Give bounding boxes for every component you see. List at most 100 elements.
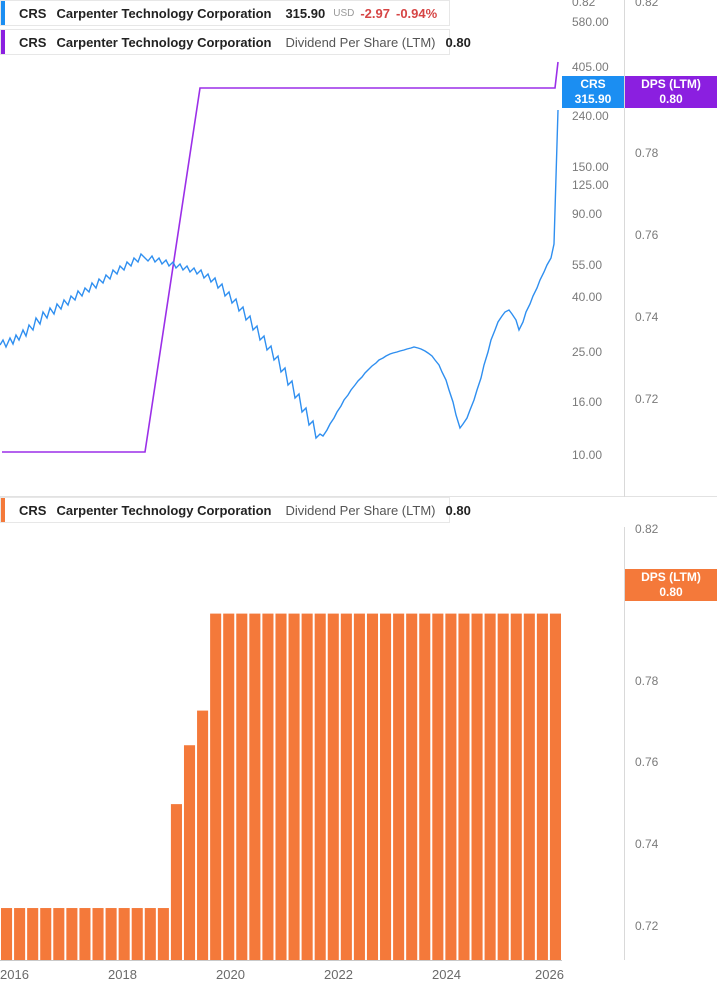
left-axis-tick: 40.00 bbox=[572, 290, 602, 304]
dps-badge: DPS (LTM) 0.80 bbox=[625, 76, 717, 108]
dividend-bar[interactable] bbox=[1, 908, 12, 960]
dividend-bar[interactable] bbox=[223, 614, 234, 960]
dps-badge-orange-label: DPS (LTM) bbox=[641, 570, 701, 585]
right-axis-tick: 0.74 bbox=[635, 837, 658, 851]
legend-change-pct: -0.94% bbox=[396, 6, 437, 21]
dividend-bar[interactable] bbox=[14, 908, 25, 960]
legend-price-unit: USD bbox=[333, 8, 354, 19]
dividend-bar[interactable] bbox=[79, 908, 90, 960]
dividend-bar[interactable] bbox=[537, 614, 548, 960]
legend-row-dps[interactable]: CRS Carpenter Technology Corporation Div… bbox=[0, 29, 450, 55]
dividend-bar[interactable] bbox=[472, 614, 483, 960]
dividend-bar[interactable] bbox=[27, 908, 38, 960]
right-axis-tick: 0.74 bbox=[635, 310, 658, 324]
dividend-bar[interactable] bbox=[511, 614, 522, 960]
dividend-bar[interactable] bbox=[210, 614, 221, 960]
left-axis-tick: 240.00 bbox=[572, 109, 609, 123]
right-axis-tick: 0.76 bbox=[635, 755, 658, 769]
dividend-bar[interactable] bbox=[393, 614, 404, 960]
dividend-bar[interactable] bbox=[145, 908, 156, 960]
price-badge-value: 315.90 bbox=[575, 92, 612, 107]
dividend-bar[interactable] bbox=[406, 614, 417, 960]
left-axis-tick: 25.00 bbox=[572, 345, 602, 359]
x-axis-tick: 2016 bbox=[0, 967, 29, 982]
legend-dps-value: 0.80 bbox=[446, 35, 471, 50]
dividend-bar[interactable] bbox=[119, 908, 130, 960]
dividend-bar[interactable] bbox=[485, 614, 496, 960]
bottom-right-axis: 0.82 0.80 0.78 0.76 0.74 0.72 DPS (LTM) … bbox=[562, 527, 717, 960]
x-axis-tick: 2020 bbox=[216, 967, 245, 982]
dividend-bar[interactable] bbox=[40, 908, 51, 960]
dividend-bar[interactable] bbox=[458, 614, 469, 960]
price-chart-area[interactable] bbox=[0, 0, 562, 497]
legend-ticker: CRS bbox=[19, 35, 46, 50]
right-axis-tick: 0.72 bbox=[635, 919, 658, 933]
legend-accent-color bbox=[1, 30, 5, 54]
dividend-bar[interactable] bbox=[53, 908, 64, 960]
dividend-bar[interactable] bbox=[106, 908, 117, 960]
x-axis-tick: 2024 bbox=[432, 967, 461, 982]
legend-price-value: 315.90 bbox=[285, 6, 325, 21]
dividend-bar[interactable] bbox=[184, 745, 195, 960]
dividend-bar[interactable] bbox=[550, 614, 561, 960]
left-axis-tick: 405.00 bbox=[572, 60, 609, 74]
right-axis-tick: 0.78 bbox=[635, 146, 658, 160]
dividend-bar[interactable] bbox=[249, 614, 260, 960]
x-axis-tick: 2026 bbox=[535, 967, 564, 982]
dividend-bar[interactable] bbox=[92, 908, 103, 960]
legend-field-label: Dividend Per Share (LTM) bbox=[285, 503, 435, 518]
left-axis-tick: 55.00 bbox=[572, 258, 602, 272]
right-axis-tick: 0.82 bbox=[635, 0, 658, 9]
price-badge-label: CRS bbox=[580, 77, 605, 92]
left-axis-tick: 150.00 bbox=[572, 160, 609, 174]
left-axis-tick: 10.00 bbox=[572, 448, 602, 462]
dividend-bar[interactable] bbox=[341, 614, 352, 960]
left-axis-tick: 90.00 bbox=[572, 207, 602, 221]
dividend-bar[interactable] bbox=[445, 614, 456, 960]
legend-row-dps-bottom[interactable]: CRS Carpenter Technology Corporation Div… bbox=[0, 497, 450, 523]
legend-company-name: Carpenter Technology Corporation bbox=[56, 6, 271, 21]
dividend-bar[interactable] bbox=[236, 614, 247, 960]
legend-change-abs: -2.97 bbox=[360, 6, 390, 21]
dps-badge-orange: DPS (LTM) 0.80 bbox=[625, 569, 717, 601]
dividend-bar[interactable] bbox=[419, 614, 430, 960]
dps-badge-label: DPS (LTM) bbox=[641, 77, 701, 92]
dividend-bar[interactable] bbox=[171, 804, 182, 960]
dividend-bar[interactable] bbox=[354, 614, 365, 960]
dividend-bar[interactable] bbox=[275, 614, 286, 960]
price-chart-panel: 0.82 580.00 405.00 240.00 150.00 125.00 … bbox=[0, 0, 717, 497]
legend-ticker: CRS bbox=[19, 6, 46, 21]
dividend-bar[interactable] bbox=[328, 614, 339, 960]
legend-company-name: Carpenter Technology Corporation bbox=[56, 503, 271, 518]
legend-field-label: Dividend Per Share (LTM) bbox=[285, 35, 435, 50]
right-axis-tick: 0.76 bbox=[635, 228, 658, 242]
legend-ticker: CRS bbox=[19, 503, 46, 518]
legend-accent-color bbox=[1, 498, 5, 522]
dividend-bar[interactable] bbox=[380, 614, 391, 960]
left-axis-tick: 16.00 bbox=[572, 395, 602, 409]
legend-row-price[interactable]: CRS Carpenter Technology Corporation 315… bbox=[0, 0, 450, 26]
dividend-bar[interactable] bbox=[289, 614, 300, 960]
legend-dps-value: 0.80 bbox=[446, 503, 471, 518]
dividend-bar[interactable] bbox=[498, 614, 509, 960]
dividend-bar[interactable] bbox=[66, 908, 77, 960]
dividend-bar[interactable] bbox=[432, 614, 443, 960]
left-axis-tick: 580.00 bbox=[572, 15, 609, 29]
dividend-bar[interactable] bbox=[524, 614, 535, 960]
dividend-bar[interactable] bbox=[158, 908, 169, 960]
axis-divider bbox=[624, 0, 625, 497]
dividend-bar[interactable] bbox=[262, 614, 273, 960]
price-badge: CRS 315.90 bbox=[562, 76, 624, 108]
dividend-bar[interactable] bbox=[367, 614, 378, 960]
dividend-bar[interactable] bbox=[302, 614, 313, 960]
dps-badge-orange-value: 0.80 bbox=[659, 585, 682, 600]
dividend-bar[interactable] bbox=[132, 908, 143, 960]
top-right-axis: 0.82 580.00 405.00 240.00 150.00 125.00 … bbox=[562, 0, 717, 497]
right-axis-tick: 0.72 bbox=[635, 392, 658, 406]
legend-company-name: Carpenter Technology Corporation bbox=[56, 35, 271, 50]
dividend-bar-chart-area[interactable] bbox=[0, 527, 562, 960]
dps-step-line bbox=[2, 62, 558, 452]
dividend-bar[interactable] bbox=[315, 614, 326, 960]
x-axis-tick: 2018 bbox=[108, 967, 137, 982]
dividend-bar[interactable] bbox=[197, 711, 208, 960]
